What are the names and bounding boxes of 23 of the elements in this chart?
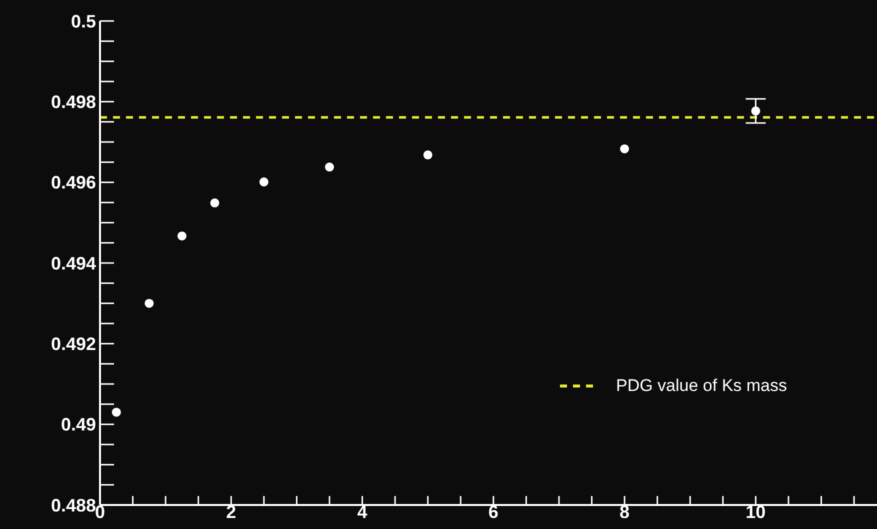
y-tick-label: 0.5 (70, 11, 96, 32)
x-tick-label: 4 (357, 502, 368, 522)
x-tick-label: 0 (94, 502, 106, 522)
point (259, 177, 268, 186)
y-tick-label: 0.49 (60, 414, 96, 435)
y-tick-label: 0.498 (50, 92, 96, 112)
legend-label: PDG value of Ks mass (616, 376, 788, 396)
point (177, 231, 186, 240)
y-tick-label: 0.496 (50, 172, 96, 193)
x-tick-label: 8 (620, 502, 630, 522)
y-tick-label: 0.488 (50, 495, 96, 516)
y-tick-label: 0.494 (50, 253, 96, 274)
point (620, 144, 630, 154)
point (751, 106, 760, 116)
point (210, 198, 220, 208)
point (324, 162, 334, 172)
point (144, 298, 154, 308)
point (423, 150, 432, 160)
x-tick-label: 6 (488, 502, 498, 522)
x-tick-label: 10 (746, 502, 766, 522)
point (112, 408, 121, 417)
y-tick-label: 0.492 (50, 334, 96, 354)
x-tick-label: 2 (226, 502, 236, 522)
